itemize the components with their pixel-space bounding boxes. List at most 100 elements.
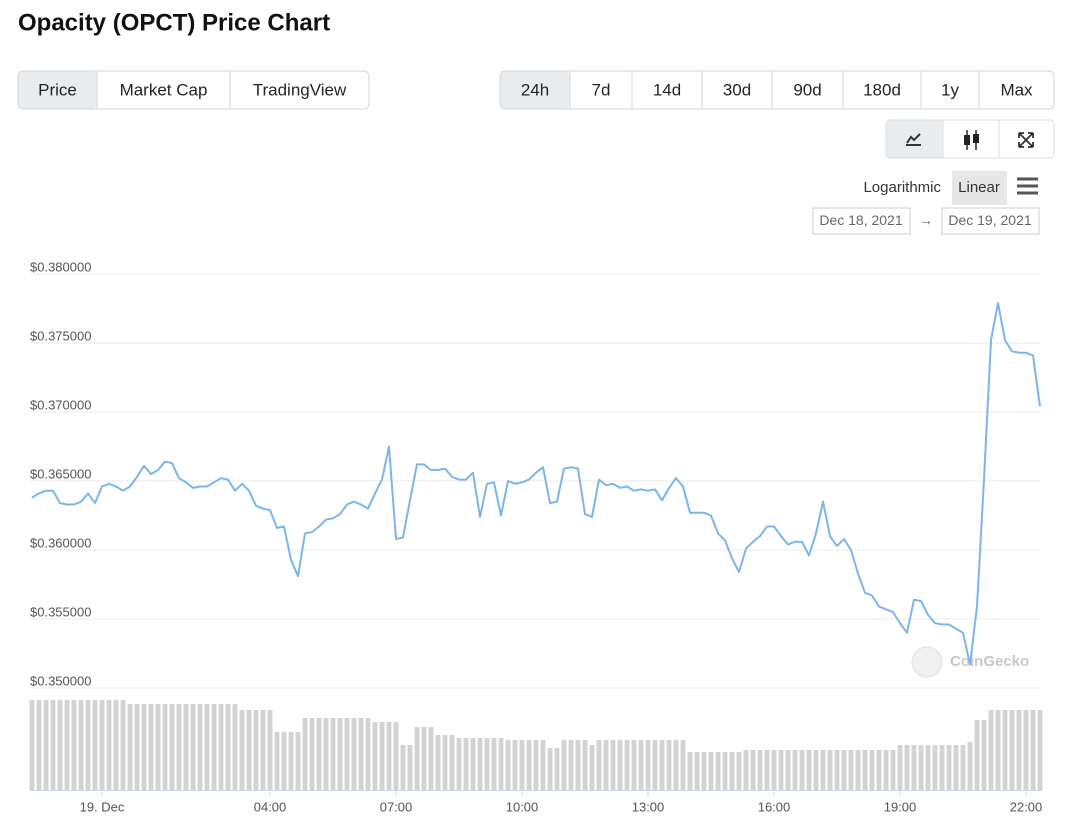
volume-bar [911,745,917,790]
volume-bar [57,700,63,790]
volume-bar [330,718,336,790]
volume-bar [596,740,602,790]
volume-bar [876,750,882,790]
volume-bar [932,745,938,790]
volume-bar [652,740,658,790]
range-tab[interactable]: 90d [793,80,821,99]
volume-bar [981,720,987,790]
volume-bar [323,718,329,790]
log-option[interactable]: Logarithmic [863,179,941,196]
view-tab[interactable]: Price [38,80,77,99]
volume-bar [995,710,1001,790]
line-icon [906,133,921,146]
range-tab[interactable]: 24h [521,80,549,99]
linear-option[interactable]: Linear [958,179,1000,196]
linear-button-bg[interactable] [952,171,1007,205]
volume-bar [533,740,539,790]
volume-bar [134,704,140,790]
volume-bar [407,745,413,790]
volume-bar [414,727,420,790]
volume-bar [337,718,343,790]
volume-bar [183,704,189,790]
range-tab[interactable]: 1y [941,80,959,99]
volume-bar [827,750,833,790]
volume-bar [456,738,462,790]
volume-bar [673,740,679,790]
watermark: CoinGecko [911,646,1029,678]
volume-bar [687,752,693,790]
range-tab[interactable]: 14d [653,80,681,99]
volume-bar [526,740,532,790]
volume-bar [302,718,308,790]
date-separator: → [919,212,933,228]
range-tab-active[interactable] [500,71,570,109]
volume-bar [64,700,70,790]
volume-bar [71,700,77,790]
menu-icon[interactable] [1017,177,1038,195]
x-tick-label: 16:00 [758,799,791,814]
volume-bar [750,750,756,790]
volume-bar [575,740,581,790]
fullscreen-icon[interactable] [1018,132,1034,148]
candle-icon[interactable] [964,130,979,150]
x-tick-label: 10:00 [506,799,539,814]
range-tab[interactable]: Max [1000,80,1033,99]
volume-bar [1037,710,1043,790]
volume-bar [834,750,840,790]
volume-bar [701,752,707,790]
date-from[interactable]: Dec 18, 2021 [819,212,902,228]
volume-bar [267,710,273,790]
range-tab[interactable]: 30d [723,80,751,99]
volume-bar [624,740,630,790]
volume-bar [785,750,791,790]
volume-bar [764,750,770,790]
volume-bar [813,750,819,790]
date-to[interactable]: Dec 19, 2021 [948,212,1031,228]
volume-bar [974,720,980,790]
volume-bar [743,750,749,790]
range-tab[interactable]: 180d [863,80,901,99]
volume-bar [883,750,889,790]
view-tab-group [17,70,370,110]
volume-bar [946,745,952,790]
volume-bar [449,735,455,790]
volume-bar [400,745,406,790]
range-tab[interactable]: 7d [592,80,611,99]
view-tab[interactable]: Market Cap [120,80,208,99]
volume-bar [869,750,875,790]
x-tick-label: 19:00 [884,799,917,814]
y-tick-label: $0.370000 [30,397,91,412]
volume-bar [897,745,903,790]
volume-bar [855,750,861,790]
volume-bar [1023,710,1029,790]
volume-bar [29,700,35,790]
volume-bar [463,738,469,790]
view-tab[interactable]: TradingView [253,80,347,99]
volume-bar [246,710,252,790]
x-tick-label: 13:00 [632,799,665,814]
y-tick-label: $0.360000 [30,535,91,550]
volume-bar [260,710,266,790]
volume-bar [540,740,546,790]
date-to-box[interactable] [941,207,1040,235]
volume-bar [295,732,301,790]
volume-bar [393,722,399,790]
volume-bar [610,740,616,790]
view-tab-active[interactable] [18,71,97,109]
volume-bar [1009,710,1015,790]
volume-bar [554,748,560,790]
volume-bar [708,752,714,790]
volume-bar [78,700,84,790]
volume-bar [36,700,42,790]
volume-bar [904,745,910,790]
volume-bar [953,745,959,790]
x-tick-label: 19. Dec [80,799,125,814]
volume-bar [722,752,728,790]
y-tick-label: $0.355000 [30,604,91,619]
volume-bar [344,718,350,790]
volume-bar [582,740,588,790]
date-from-box[interactable] [812,207,911,235]
volume-bar [155,704,161,790]
volume-bar [890,750,896,790]
volume-bar [225,704,231,790]
